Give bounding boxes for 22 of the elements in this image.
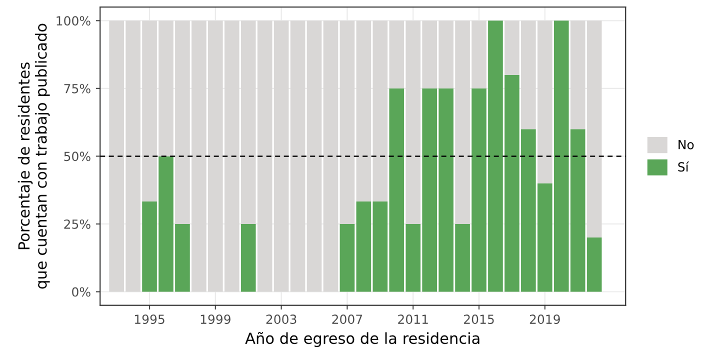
y-tick-label: 25% [64, 219, 90, 229]
x-axis-title: Año de egreso de la residencia [245, 332, 480, 348]
y-tick-label: 50% [64, 152, 90, 162]
y-tick-label: 75% [64, 84, 90, 94]
bar [240, 224, 256, 292]
x-tick-label: 2015 [464, 314, 494, 324]
bar [323, 20, 338, 292]
bar [306, 20, 322, 292]
x-tick-label: 1995 [134, 314, 164, 324]
x-tick-label: 2007 [332, 314, 362, 324]
bar [340, 224, 355, 292]
legend-label: No [678, 140, 694, 150]
x-tick-label: 2011 [398, 314, 428, 324]
x-tick-label: 1999 [200, 314, 230, 324]
y-axis-title: Porcentaje de residentes que cuentan con trabajo publicado [18, 24, 50, 289]
bar [340, 20, 355, 224]
y-tick-label: 0% [72, 287, 90, 297]
x-tick-label: 2003 [266, 314, 296, 324]
legend-label: Sí [678, 161, 690, 172]
y-tick-label: 100% [56, 16, 90, 26]
bar [290, 20, 306, 292]
x-tick-label: 2019 [530, 314, 560, 324]
